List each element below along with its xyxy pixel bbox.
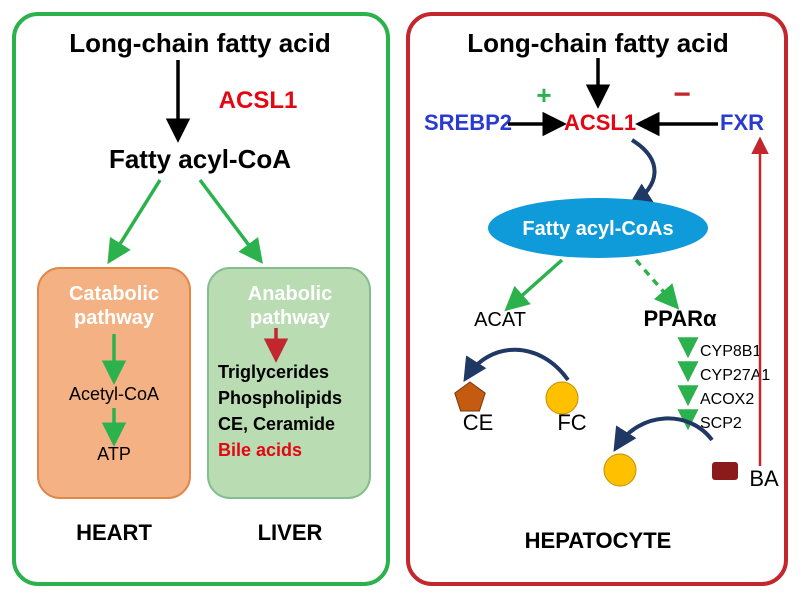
ba-square-icon xyxy=(712,462,738,480)
svg-text:Triglycerides: Triglycerides xyxy=(218,362,329,382)
diagram-canvas: Long-chain fatty acid ACSL1 Fatty acyl-CoA… xyxy=(0,0,800,598)
hepatocyte-label: HEPATOCYTE xyxy=(525,528,672,553)
left-title: Long-chain fatty acid xyxy=(69,28,330,58)
right-title: Long-chain fatty acid xyxy=(467,28,728,58)
svg-text:CYP8B1: CYP8B1 xyxy=(700,343,761,360)
acat: ACAT xyxy=(474,309,526,331)
svg-text:Catabolic: Catabolic xyxy=(69,283,159,305)
minus-icon: − xyxy=(673,78,691,111)
svg-text:Fatty acyl-CoAs: Fatty acyl-CoAs xyxy=(522,218,673,240)
ppar-alpha: PPARα xyxy=(643,306,716,331)
right-acsl1: ACSL1 xyxy=(564,110,636,135)
ce-label: CE xyxy=(463,410,494,435)
fc-label: FC xyxy=(557,410,586,435)
svg-text:ATP: ATP xyxy=(97,444,131,464)
svg-text:Anabolic: Anabolic xyxy=(248,283,332,305)
left-acsl1: ACSL1 xyxy=(219,87,298,114)
svg-text:SCP2: SCP2 xyxy=(700,415,742,432)
svg-text:Phospholipids: Phospholipids xyxy=(218,388,342,408)
liver-label: LIVER xyxy=(258,520,323,545)
svg-text:Acetyl-CoA: Acetyl-CoA xyxy=(69,384,159,404)
svg-text:ACOX2: ACOX2 xyxy=(700,391,754,408)
plus-icon: + xyxy=(536,80,551,110)
svg-text:pathway: pathway xyxy=(250,307,331,329)
svg-text:pathway: pathway xyxy=(74,307,155,329)
left-fatty-acyl: Fatty acyl-CoA xyxy=(109,144,291,174)
ce-pentagon-icon xyxy=(455,382,485,411)
ba-label: BA xyxy=(749,466,779,491)
svg-text:Bile acids: Bile acids xyxy=(218,440,302,460)
svg-text:CE, Ceramide: CE, Ceramide xyxy=(218,414,335,434)
fxr: FXR xyxy=(720,110,764,135)
fc2-circle-icon xyxy=(604,454,636,486)
heart-label: HEART xyxy=(76,520,152,545)
srebp2: SREBP2 xyxy=(424,110,512,135)
